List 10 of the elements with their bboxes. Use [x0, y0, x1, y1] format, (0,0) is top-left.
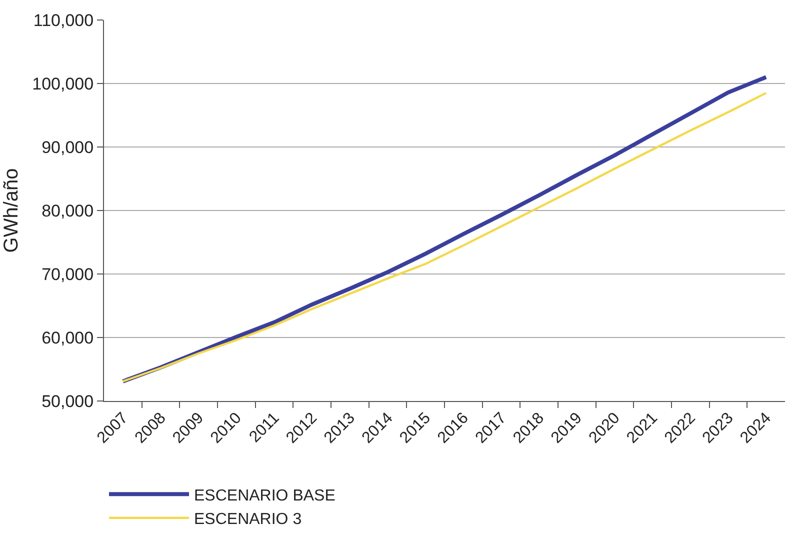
y-tick-label: 80,000	[42, 201, 94, 220]
y-tick-label: 110,000	[33, 10, 94, 30]
y-tick-label: 60,000	[42, 328, 94, 348]
y-tick-label: 100,000	[32, 74, 94, 94]
y-tick-label: 70,000	[42, 264, 94, 284]
legend-label: ESCENARIO 3	[194, 511, 302, 528]
legend-label: ESCENARIO BASE	[194, 487, 336, 504]
y-axis-title: GWh/año	[0, 168, 23, 253]
y-tick-label: 90,000	[42, 138, 94, 157]
y-tick-label: 50,000	[42, 392, 94, 411]
